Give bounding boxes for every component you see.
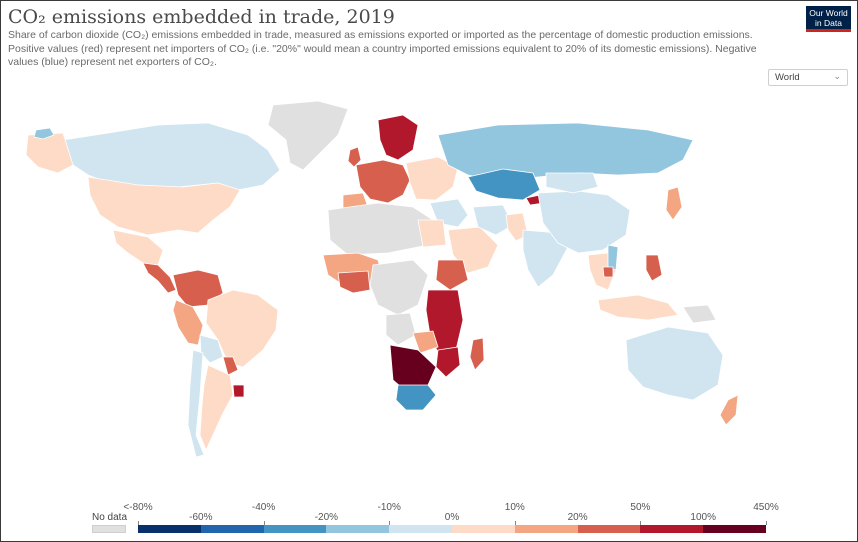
country-uruguay[interactable] — [232, 384, 245, 398]
legend-tick-mark — [389, 521, 391, 525]
country-philippines[interactable] — [645, 254, 663, 282]
region-select[interactable]: World ⌄ — [768, 69, 848, 86]
owid-logo[interactable]: Our World in Data — [806, 6, 851, 32]
legend-bin-8 — [640, 525, 704, 533]
legend-tick-bottom: 20% — [567, 512, 588, 523]
legend-tick-top: <-80% — [123, 502, 153, 513]
legend-tick-top: 10% — [504, 502, 525, 513]
legend-bin-0 — [138, 525, 202, 533]
legend-tick-mark — [138, 521, 139, 525]
country-usa[interactable] — [87, 176, 241, 236]
country-indonesia[interactable] — [597, 294, 679, 321]
country-vietnam[interactable] — [607, 244, 619, 271]
country-japan[interactable] — [665, 186, 683, 221]
country-uk[interactable] — [347, 146, 362, 168]
country-iran[interactable] — [472, 204, 514, 236]
country-argentina[interactable] — [199, 364, 234, 452]
country-australia[interactable] — [625, 326, 724, 401]
country-mongolia[interactable] — [545, 172, 599, 194]
chevron-down-icon: ⌄ — [833, 71, 841, 81]
country-western-europe[interactable] — [355, 159, 411, 204]
legend-bin-7 — [577, 525, 641, 533]
country-mozambique[interactable] — [435, 346, 461, 378]
logo-line-1: Our World — [809, 8, 848, 18]
country-madagascar[interactable] — [469, 337, 485, 371]
legend-tick-mark — [766, 521, 767, 525]
country-north-africa[interactable] — [327, 202, 434, 256]
world-map[interactable] — [18, 95, 738, 480]
legend-tick-bottom: 0% — [444, 512, 460, 523]
country-greenland[interactable] — [267, 100, 349, 171]
country-scandinavia[interactable] — [377, 114, 419, 161]
country-west-africa-coast[interactable] — [337, 270, 371, 294]
legend-tick-bottom: -60% — [189, 512, 213, 523]
country-egypt[interactable] — [417, 219, 447, 248]
no-data-label: No data — [92, 512, 128, 523]
legend-bin-4 — [389, 525, 453, 533]
legend-tick-top: 50% — [630, 502, 651, 513]
country-eastern-europe[interactable] — [405, 156, 459, 201]
legend-bin-6 — [514, 525, 579, 533]
legend-bin-5 — [452, 525, 516, 533]
country-new-zealand[interactable] — [719, 394, 738, 426]
country-pakistan[interactable] — [505, 212, 529, 242]
legend-tick-top: -40% — [251, 502, 276, 513]
country-cambodia[interactable] — [602, 266, 614, 278]
legend-tick-mark — [263, 521, 265, 525]
country-bolivia[interactable] — [199, 334, 224, 364]
country-angola[interactable] — [385, 312, 417, 346]
country-kazakhstan[interactable] — [467, 168, 541, 201]
country-china[interactable] — [537, 190, 631, 254]
country-alaska[interactable] — [25, 132, 74, 174]
legend-tick-top: -10% — [377, 502, 401, 513]
legend-bin-3 — [326, 525, 390, 533]
chart-subtitle: Share of carbon dioxide (CO₂) emissions … — [8, 29, 757, 68]
legend-bin-1 — [200, 525, 265, 533]
region-select-value: World — [775, 72, 800, 83]
country-russia[interactable] — [437, 122, 694, 182]
country-ethiopia[interactable] — [435, 259, 469, 291]
country-south-africa[interactable] — [395, 384, 437, 411]
country-mexico[interactable] — [112, 229, 164, 266]
no-data-swatch — [92, 525, 126, 533]
country-brazil[interactable] — [205, 289, 279, 368]
country-central-america[interactable] — [142, 262, 177, 294]
legend-bin-9 — [703, 525, 767, 533]
country-central-africa[interactable] — [369, 259, 429, 316]
legend-tick-mark — [640, 521, 642, 525]
legend-tick-top: 450% — [753, 502, 779, 513]
legend-tick-bottom: -20% — [314, 512, 339, 523]
color-legend: No data <-80% -40% -10% 10% 50% 450% -60% -20% 0… — [0, 500, 858, 540]
logo-line-2: in Data — [815, 18, 842, 28]
legend-tick-mark — [514, 521, 516, 525]
country-iceland[interactable] — [33, 127, 55, 140]
legend-bin-2 — [263, 525, 327, 533]
country-chile[interactable] — [187, 349, 205, 458]
legend-tick-bottom: 100% — [690, 512, 716, 523]
chart-title: CO₂ emissions embedded in trade, 2019 — [8, 6, 395, 28]
country-zambia[interactable] — [412, 330, 439, 354]
country-peru[interactable] — [172, 299, 204, 346]
country-paraguay[interactable] — [222, 356, 239, 376]
country-papua[interactable] — [682, 304, 717, 324]
